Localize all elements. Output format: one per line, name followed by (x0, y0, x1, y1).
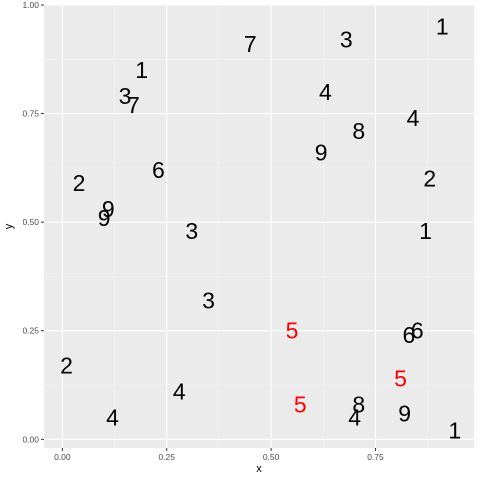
data-point-label: 3 (185, 218, 198, 244)
data-point-label: 6 (411, 318, 424, 344)
data-point-label: 4 (319, 79, 332, 105)
data-point-label: 2 (73, 170, 86, 196)
data-point-label: 5 (286, 318, 299, 344)
data-point-label: 3 (119, 83, 132, 109)
data-point-label: 9 (98, 205, 111, 231)
x-tick-label: 0.50 (263, 452, 280, 462)
data-point-label: 9 (102, 196, 115, 222)
y-tick-label: 0.00 (22, 434, 39, 444)
x-axis-title: x (256, 463, 262, 475)
y-tick-label: 0.75 (22, 109, 39, 119)
minor-grid (44, 5, 474, 448)
data-point-label: 4 (407, 105, 420, 131)
y-axis-title: y (3, 223, 15, 229)
data-point-label: 4 (106, 405, 119, 431)
data-point-label: 6 (152, 157, 165, 183)
y-tick-label: 1.00 (22, 0, 39, 10)
y-axis: 0.00 0.25 0.50 0.75 1.00 (22, 0, 44, 444)
major-grid (44, 4, 474, 448)
data-point-label: 9 (398, 400, 411, 426)
y-tick-label: 0.50 (22, 217, 39, 227)
data-point-label: 4 (348, 405, 361, 431)
data-point-label: 9 (315, 140, 328, 166)
data-point-label: 5 (294, 392, 307, 418)
x-axis: 0.00 0.25 0.50 0.75 (54, 448, 384, 462)
data-point-label: 2 (60, 352, 73, 378)
y-tick-label: 0.25 (22, 326, 39, 336)
plot-panel (44, 5, 474, 448)
data-point-label: 7 (127, 92, 140, 118)
data-point-label: 1 (419, 218, 432, 244)
data-point-label: 7 (244, 31, 257, 57)
data-point-label: 8 (352, 392, 365, 418)
data-point-label: 1 (436, 14, 449, 40)
data-point-label: 5 (394, 366, 407, 392)
data-point-label: 8 (352, 118, 365, 144)
data-point-label: 1 (448, 418, 461, 444)
x-tick-label: 0.00 (54, 452, 71, 462)
data-point-label: 2 (423, 166, 436, 192)
data-point-label: 4 (173, 379, 186, 405)
data-point-label: 1 (135, 57, 148, 83)
x-tick-label: 0.75 (367, 452, 384, 462)
data-point-label: 3 (202, 287, 215, 313)
x-tick-label: 0.25 (158, 452, 175, 462)
data-point-label: 3 (340, 27, 353, 53)
data-point-label: 6 (402, 322, 415, 348)
